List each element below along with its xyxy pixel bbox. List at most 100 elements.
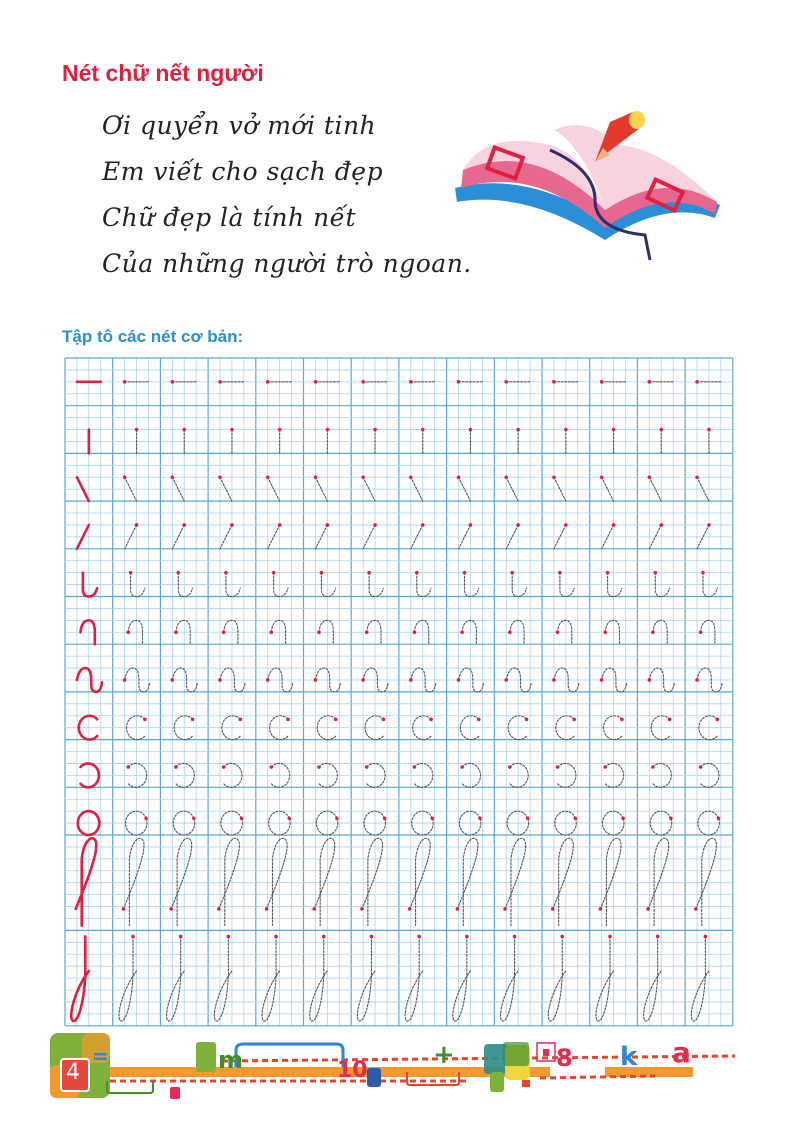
trace-upper-loop-stroke [265,837,288,927]
trace-backslash-stroke [171,476,185,502]
trace-backslash-stroke [267,476,281,502]
trace-right-hook-stroke [607,572,623,598]
trace-open-left-curve-stroke [175,762,195,788]
start-dot [555,765,560,769]
trace-upper-loop-stroke [695,837,717,927]
start-dot [178,934,183,939]
start-dot [647,475,652,480]
trace-slash-stroke [362,524,376,550]
start-dot [317,630,321,635]
start-dot [611,427,616,432]
start-dot [412,765,417,769]
start-dot [373,523,377,527]
trace-double-hook-stroke [696,667,723,693]
trace-left-hook-stroke [270,619,287,645]
trace-left-hook-stroke [127,619,144,645]
trace-upper-loop-stroke [599,837,622,927]
start-dot [381,717,386,722]
start-dot [143,717,147,722]
start-dot [621,816,625,821]
trace-open-left-curve-stroke [556,762,577,788]
start-dot [271,570,276,575]
trace-left-hook-stroke [461,619,477,645]
model-left-hook-stroke [79,619,97,646]
footer-glyph: a [672,1036,691,1069]
start-dot [364,630,369,635]
trace-left-hook-stroke [413,619,430,645]
start-dot [274,934,278,939]
trace-double-hook-stroke [553,667,580,693]
trace-oval-stroke [172,810,196,836]
trace-double-hook-stroke [219,667,246,693]
trace-upper-loop-stroke [361,837,384,927]
start-dot [414,570,419,575]
start-dot [430,816,435,821]
start-dot [510,570,514,575]
start-dot [217,907,221,911]
start-dot [131,934,135,939]
start-dot [599,475,604,480]
start-dot [369,934,374,939]
trace-right-hook-stroke [130,572,146,598]
trace-open-left-curve-stroke [461,762,482,788]
trace-double-hook-stroke [601,667,628,693]
start-dot [412,630,417,635]
trace-slash-stroke [124,524,138,550]
start-dot [598,907,603,911]
trace-backslash-stroke [362,476,376,502]
trace-open-right-curve-stroke [221,715,241,741]
trace-backslash-stroke [219,476,233,502]
footer-glyph: 8 [556,1044,573,1072]
start-dot [508,765,512,769]
poem-line: Chữ đẹp là tính nết [102,203,357,232]
start-dot [122,380,127,384]
start-dot [707,427,711,432]
start-dot [134,427,139,432]
start-dot [698,630,703,635]
start-dot [552,678,556,682]
start-dot [364,765,369,769]
trace-upper-loop-stroke [313,837,336,927]
start-dot [169,907,173,911]
trace-left-hook-stroke [366,619,382,645]
trace-right-hook-stroke [416,572,432,598]
start-dot [611,523,616,527]
trace-open-left-curve-stroke [652,762,672,788]
trace-backslash-stroke [648,476,662,502]
trace-upper-loop-stroke [552,837,574,927]
start-dot [126,630,131,635]
trace-right-hook-stroke [273,572,289,598]
trace-left-hook-stroke [652,619,668,645]
start-dot [361,678,365,682]
start-dot [456,678,461,682]
trace-open-right-curve-stroke [364,715,384,741]
trace-open-right-curve-stroke [412,715,432,741]
trace-open-right-curve-stroke [698,715,718,741]
start-dot [126,765,131,769]
trace-lower-loop-stroke [547,935,567,1022]
trace-lower-loop-stroke [595,935,615,1022]
start-dot [651,765,655,769]
trace-open-left-curve-stroke [366,762,386,788]
start-dot [572,717,576,722]
start-dot [325,523,330,527]
trace-oval-stroke [602,810,625,836]
start-dot [695,380,699,384]
model-open-left-curve-stroke [79,762,101,789]
trace-left-hook-stroke [604,619,621,645]
start-dot [701,570,705,575]
start-dot [707,523,711,527]
trace-left-hook-stroke [509,619,525,645]
start-dot [409,475,413,480]
start-dot [456,380,461,384]
start-dot [524,717,529,722]
start-dot [465,934,469,939]
trace-backslash-stroke [124,476,138,502]
start-dot [218,380,222,384]
trace-slash-stroke [553,524,567,550]
start-dot [170,678,175,682]
start-dot [460,630,464,635]
trace-open-right-curve-stroke [269,715,289,741]
trace-right-hook-stroke [654,572,671,598]
trace-lower-loop-stroke [356,935,376,1022]
